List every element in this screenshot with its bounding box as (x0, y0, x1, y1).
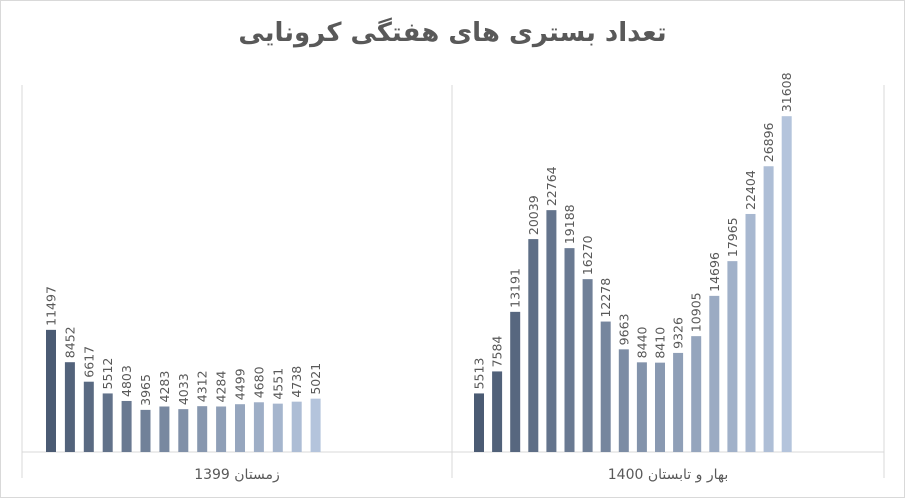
data-label: 8452 (62, 326, 77, 358)
bar (655, 362, 665, 452)
bar (121, 400, 132, 452)
data-label: 22764 (544, 166, 559, 206)
bar (691, 336, 702, 452)
data-label: 4033 (176, 373, 191, 405)
bar (102, 393, 113, 452)
data-label: 5021 (308, 363, 323, 395)
category-label: بهار و تابستان 1400 (608, 467, 728, 483)
bar (528, 239, 539, 452)
bar (46, 329, 56, 452)
data-label: 7584 (490, 336, 505, 368)
bar (745, 213, 756, 452)
data-label: 8440 (634, 326, 649, 358)
bar (83, 381, 94, 452)
chart-title: تعداد بستری های هفتگی کرونایی (238, 18, 667, 48)
bar (582, 279, 593, 452)
data-label: 26896 (761, 122, 776, 162)
bar (159, 406, 170, 452)
data-label: 8410 (653, 327, 668, 359)
bar (564, 248, 575, 452)
bar (618, 349, 629, 452)
bar (709, 295, 720, 452)
bar (235, 404, 245, 452)
data-label: 19188 (562, 204, 577, 244)
data-label: 4551 (270, 368, 285, 400)
data-label: 4284 (214, 371, 229, 403)
bar (216, 406, 227, 452)
bar (673, 352, 684, 452)
data-label: 4680 (251, 366, 266, 398)
data-label: 31608 (779, 72, 794, 112)
data-label: 14696 (707, 252, 722, 292)
bar (140, 409, 151, 452)
data-label: 5512 (100, 358, 115, 390)
bar (781, 116, 792, 453)
data-label: 12278 (598, 278, 613, 318)
data-label: 5513 (472, 358, 487, 390)
data-label: 17965 (725, 217, 740, 257)
bar (178, 409, 189, 452)
bar (763, 166, 774, 452)
data-label: 4499 (233, 368, 248, 400)
data-label: 11497 (44, 286, 59, 326)
data-label: 9326 (671, 317, 686, 349)
data-label: 22404 (743, 170, 758, 210)
bar (510, 311, 521, 452)
bar (492, 371, 503, 452)
bar (474, 393, 484, 452)
data-label: 20039 (526, 195, 541, 235)
bar (253, 402, 264, 452)
data-label: 6617 (81, 346, 96, 378)
bar (64, 362, 75, 452)
bar (727, 261, 738, 452)
bar (310, 398, 321, 452)
bar (291, 401, 302, 452)
bar (272, 403, 283, 452)
data-label: 4312 (195, 370, 210, 402)
data-label: 4803 (119, 365, 134, 397)
data-label: 4738 (289, 366, 304, 398)
bar (546, 210, 557, 452)
bar (636, 362, 647, 452)
bar (600, 321, 611, 452)
category-label: زمستان 1399 (194, 467, 280, 483)
data-label: 10905 (689, 292, 704, 332)
data-label: 9663 (616, 314, 631, 346)
data-label: 16270 (580, 235, 595, 275)
data-label: 3965 (138, 374, 153, 406)
bar (197, 406, 208, 452)
data-label: 13191 (508, 268, 523, 308)
data-label: 4283 (157, 371, 172, 403)
